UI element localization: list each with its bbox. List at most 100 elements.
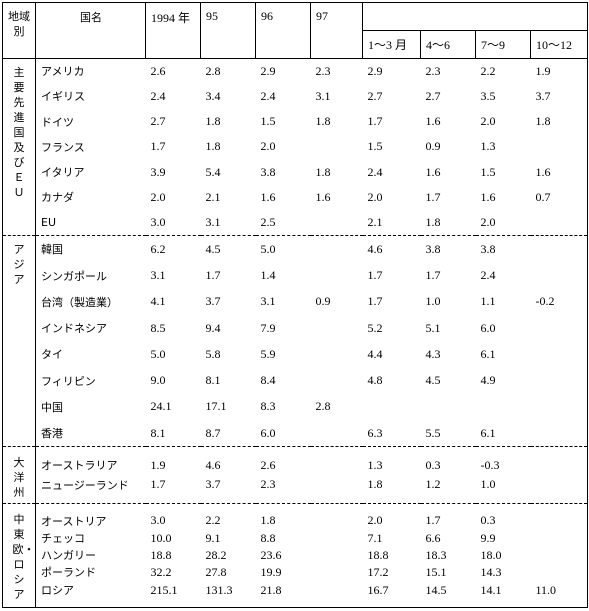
year-header: 95	[200, 2, 256, 59]
value-cell: 2.0	[480, 114, 496, 129]
value-cell: 1.3	[362, 446, 421, 476]
value-cell: 15.1	[425, 564, 447, 579]
value-cell: 1.4	[260, 268, 276, 283]
value-cell: 1.8	[205, 139, 221, 154]
value-cell	[530, 446, 588, 476]
value-cell: 5.1	[425, 320, 441, 335]
value-cell: 1.7	[205, 268, 221, 283]
quarter-header: 7〜9	[475, 30, 531, 59]
value-cell: 14.5	[425, 582, 447, 597]
value-cell: 1.7	[367, 114, 383, 129]
value-cell: 1.9	[530, 57, 588, 84]
value-cell	[310, 502, 363, 530]
value-cell	[311, 420, 363, 447]
region-cell: 大洋州	[2, 446, 36, 504]
value-cell: 1.3	[480, 139, 496, 154]
value-cell: 9.4	[205, 320, 221, 335]
country-name: ハンガリー	[41, 549, 96, 563]
country-name: オーストリア	[35, 502, 146, 530]
value-cell: 0.9	[425, 139, 441, 154]
value-cell: 6.0	[480, 320, 496, 335]
value-cell	[310, 446, 363, 476]
value-cell	[531, 315, 588, 341]
quarter-row: 1〜3 月 4〜6 7〜9 10〜12	[3, 30, 588, 59]
value-cell: 14.3	[480, 564, 502, 579]
value-cell: 1.2	[425, 477, 441, 492]
value-cell: 9.0	[150, 373, 166, 388]
value-cell: 0.3	[475, 502, 531, 530]
value-cell: 1.8	[315, 164, 331, 179]
value-cell: 2.2	[200, 502, 256, 530]
value-cell: 1.7	[425, 268, 441, 283]
table-row: ハンガリー 18.8 28.2 23.6 18.8 18.3 18.0	[3, 547, 588, 564]
quarter-header: 1〜3 月	[362, 30, 421, 59]
value-cell: 6.6	[425, 530, 441, 545]
value-cell: 2.7	[425, 88, 441, 103]
value-cell: 8.1	[205, 373, 221, 388]
value-cell	[531, 475, 588, 503]
country-name: 台湾（製造業）	[41, 295, 118, 309]
value-cell	[531, 367, 588, 393]
value-cell: 8.3	[260, 399, 276, 414]
table-row: フィリピン 9.0 8.1 8.4 4.8 4.5 4.9	[3, 367, 588, 393]
value-cell: 17.1	[205, 399, 227, 414]
value-cell: 5.0	[150, 346, 166, 361]
value-cell	[530, 502, 588, 530]
value-cell: 18.8	[150, 547, 172, 562]
value-cell: 0.7	[535, 189, 551, 204]
value-cell	[310, 235, 363, 263]
country-name: アメリカ	[35, 57, 146, 84]
value-cell: 1.8	[205, 114, 221, 129]
value-cell: 1.9	[145, 446, 201, 476]
name-header: 国名	[35, 2, 146, 59]
value-cell: 1.7	[367, 294, 383, 309]
value-cell: 1.8	[315, 114, 331, 129]
value-cell: 2.7	[367, 88, 383, 103]
value-cell: 4.6	[200, 446, 256, 476]
value-cell: 3.1	[315, 88, 331, 103]
value-cell: 2.9	[255, 57, 311, 84]
value-cell	[311, 581, 363, 607]
value-cell: 3.0	[150, 215, 166, 229]
value-cell: 2.3	[420, 57, 476, 84]
country-name: ニュージーランド	[41, 478, 129, 492]
value-cell: 3.7	[535, 88, 551, 103]
value-cell: 3.8	[260, 164, 276, 179]
region-header: 地域別	[2, 2, 36, 59]
country-name: 香港	[41, 427, 63, 441]
value-cell: 0.9	[315, 294, 331, 309]
value-cell: 2.0	[150, 189, 166, 204]
value-cell: 1.5	[260, 114, 276, 129]
country-name: シンガポール	[41, 269, 107, 283]
table-row: 中東欧・ロシア オーストリア 3.0 2.2 1.8 2.0 1.7 0.3	[2, 502, 588, 608]
value-cell: 3.7	[205, 477, 221, 492]
value-cell: 5.9	[260, 346, 276, 361]
region-header-text: 地域別	[8, 10, 30, 38]
value-cell: 2.6	[255, 446, 311, 476]
value-cell: 5.0	[255, 235, 311, 263]
country-name: EU	[41, 216, 57, 229]
table-row: イギリス 2.4 3.4 2.4 3.1 2.7 2.7 3.5 3.7	[3, 84, 588, 109]
value-cell: 9.9	[480, 530, 496, 545]
value-cell: 9.1	[205, 530, 221, 545]
country-name: タイ	[41, 348, 63, 362]
value-cell: 8.1	[150, 425, 166, 440]
value-cell	[311, 564, 363, 581]
value-cell: 2.4	[480, 268, 496, 283]
country-name: カナダ	[41, 191, 74, 205]
value-cell: 2.4	[367, 164, 383, 179]
table-row: ポーランド 32.2 27.8 19.9 17.2 15.1 14.3	[3, 564, 588, 581]
value-cell: 6.0	[260, 425, 276, 440]
country-name: イギリス	[41, 90, 85, 104]
quarter-header: 4〜6	[420, 30, 476, 59]
value-cell: 4.6	[362, 235, 421, 263]
value-cell	[421, 394, 476, 420]
value-cell: 1.0	[480, 477, 496, 492]
table-row: タイ 5.0 5.8 5.9 4.4 4.3 6.1	[3, 341, 588, 367]
value-cell: 1.7	[150, 477, 166, 492]
country-name: イタリア	[41, 166, 85, 180]
table-row: 大洋州 オーストラリア 1.9 4.6 2.6 1.3 0.3 -0.3	[2, 446, 588, 504]
value-cell: 2.3	[260, 477, 276, 492]
table-row: 香港 8.1 8.7 6.0 6.3 5.5 6.1	[3, 420, 588, 447]
